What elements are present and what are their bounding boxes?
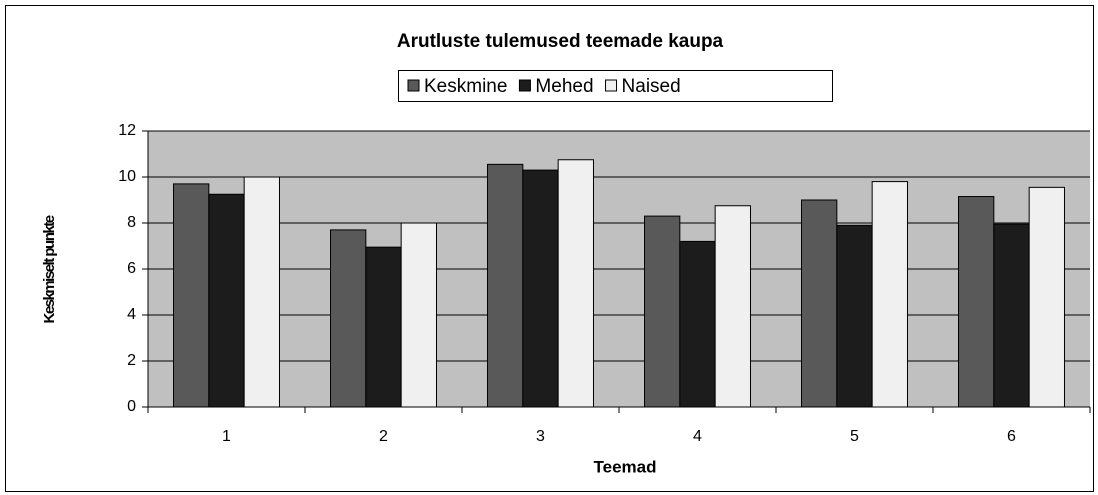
bar [557, 159, 594, 408]
bar [400, 222, 437, 408]
bar [679, 240, 716, 408]
y-tick-label: 10 [118, 168, 136, 185]
bar [714, 205, 751, 408]
x-axis-title: Teemad [594, 457, 657, 476]
legend-swatch [407, 79, 420, 92]
bar [801, 199, 838, 408]
legend-swatch [605, 79, 618, 92]
bar [522, 169, 559, 408]
bar [958, 196, 995, 408]
x-tick-label: 2 [379, 428, 388, 445]
y-tick-label: 2 [127, 352, 136, 369]
bar [330, 229, 367, 408]
legend-label: Naised [622, 76, 681, 97]
x-tick-label: 1 [222, 428, 231, 445]
legend-label: Keskmine [424, 76, 507, 97]
bar [993, 223, 1030, 408]
chart-title: Arutluste tulemused teemade kaupa [397, 31, 724, 52]
y-tick-label: 6 [127, 260, 136, 277]
bar [365, 246, 402, 408]
x-tick-label: 3 [536, 428, 545, 445]
y-tick-label: 8 [127, 214, 136, 231]
bar [871, 181, 908, 408]
bar [644, 215, 681, 408]
bar [487, 163, 524, 408]
x-tick-label: 5 [850, 428, 859, 445]
legend-label: Mehed [535, 76, 593, 97]
y-tick-label: 0 [127, 398, 136, 415]
bar [173, 183, 210, 408]
y-axis-title: Keskmiselt punkte [41, 215, 58, 323]
bar [208, 193, 245, 408]
bar [836, 224, 873, 408]
x-tick-label: 6 [1007, 428, 1016, 445]
bar [243, 176, 280, 408]
x-tick-label: 4 [693, 428, 702, 445]
bar [1028, 186, 1065, 408]
y-tick-label: 4 [127, 306, 136, 323]
y-tick-label: 12 [118, 122, 136, 139]
legend-swatch [518, 79, 531, 92]
